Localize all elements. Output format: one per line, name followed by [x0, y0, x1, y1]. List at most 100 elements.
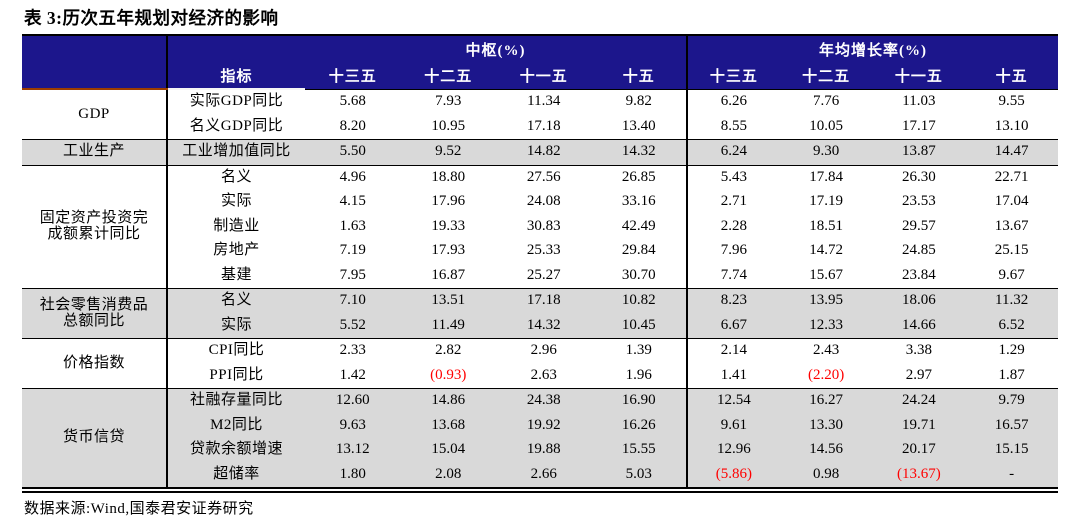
value-cell: 5.03 — [591, 462, 687, 487]
table-row: 社会零售消费品 总额同比 名义 7.10 13.51 17.18 10.82 8.23 13.… — [22, 288, 1058, 339]
value-cell: 14.82 — [496, 139, 592, 165]
value-cell: 1.63 — [339, 217, 366, 234]
value-cell: 5.50 — [305, 139, 401, 165]
group-label: GDP — [22, 88, 168, 140]
value-cell: 8.23 — [686, 288, 780, 314]
value-cell: 9.82 — [591, 88, 687, 115]
value-cell: 17.19 — [809, 193, 843, 210]
group-header-avg-growth: 年均增长率(%) — [686, 36, 1058, 62]
value-cell: 24.85 — [902, 242, 936, 259]
value-cell: 9.79 — [965, 388, 1058, 414]
value-cell: 2.28 — [686, 214, 780, 239]
value-cell: 13.40 — [621, 117, 656, 134]
value-cell: 2.96 — [496, 338, 592, 364]
value-cell: 25.33 — [526, 242, 561, 259]
table-row: PPI同比 1.42 (0.93) 2.63 1.96 1.41 (2.20) 2.97 1.8… — [22, 363, 1058, 389]
indicator-label: 社融存量同比 — [167, 388, 305, 414]
group-label: 固定资产投资完 成额累计同比 — [22, 164, 168, 289]
header-blank-cell — [167, 36, 305, 62]
table-bottom-rule — [22, 487, 1058, 493]
value-cell: 1.96 — [625, 366, 652, 383]
indicator-label: 制造业 — [213, 217, 260, 234]
value-cell: 22.71 — [965, 164, 1058, 190]
value-cell: 5.68 — [305, 88, 401, 115]
group-label: 工业生产 — [22, 139, 168, 165]
value-cell: 16.57 — [965, 413, 1058, 438]
value-cell: 2.33 — [305, 338, 401, 364]
value-cell: 24.08 — [526, 193, 561, 210]
value-cell: 9.52 — [400, 139, 496, 165]
value-cell: 1.42 — [339, 366, 366, 383]
value-cell: 26.85 — [591, 164, 687, 190]
table-row: 货币信贷 社融存量同比 12.60 14.86 24.38 16.90 12.54 16.27… — [22, 388, 1058, 487]
indicator-label: 工业增加值同比 — [167, 139, 305, 165]
value-cell: 26.30 — [872, 164, 966, 190]
value-cell: 13.30 — [779, 413, 873, 438]
value-cell: 2.43 — [779, 338, 873, 364]
indicator-label: 超储率 — [167, 462, 305, 487]
value-cell: 2.66 — [496, 462, 592, 487]
value-cell: (5.86) — [686, 462, 780, 487]
value-cell: 1.87 — [998, 366, 1025, 383]
indicator-label: 基建 — [220, 266, 252, 283]
value-cell: 17.93 — [431, 242, 466, 259]
value-cell: 24.24 — [872, 388, 966, 414]
value-cell: 18.80 — [400, 164, 496, 190]
value-cell: 23.84 — [902, 266, 936, 283]
value-cell: 7.93 — [400, 88, 496, 115]
value-cell: 30.70 — [621, 266, 656, 283]
table-body: GDP 实际GDP同比 5.68 7.93 11.34 9.82 6.26 7.76 11.03… — [22, 88, 1058, 487]
table-row: 名义GDP同比 8.20 10.95 17.18 13.40 8.55 10.05 17.17… — [22, 114, 1058, 140]
value-cell: 30.83 — [526, 217, 561, 234]
value-cell: 14.32 — [496, 313, 592, 339]
value-cell: 17.04 — [994, 193, 1029, 210]
indicator-label: 实际GDP同比 — [167, 88, 305, 115]
value-cell: 19.92 — [496, 413, 592, 438]
value-cell: - — [965, 462, 1058, 487]
value-cell: 5.52 — [305, 313, 401, 339]
value-cell: 33.16 — [621, 193, 656, 210]
value-cell: 2.71 — [686, 190, 780, 215]
value-cell: 9.61 — [686, 413, 780, 438]
table-header: 中枢(%) 年均增长率(%) 指标 十三五 十二五 十一五 十五 十三五 十二五… — [22, 36, 1058, 90]
table-row: 基建 7.95 16.87 25.27 30.70 7.74 15.67 23.84 9.67 — [22, 263, 1058, 289]
table-row: 超储率 1.80 2.08 2.66 5.03 (5.86) 0.98 (13.67) - — [22, 462, 1058, 487]
value-cell: 9.55 — [965, 88, 1058, 115]
value-cell: 2.63 — [530, 366, 557, 383]
value-cell: 29.57 — [902, 217, 936, 234]
value-cell: 14.32 — [591, 139, 687, 165]
value-cell: 6.52 — [965, 313, 1058, 339]
indicator-label: CPI同比 — [167, 338, 305, 364]
value-cell: 13.95 — [779, 288, 873, 314]
value-cell: 25.15 — [994, 242, 1029, 259]
period-header: 十二五 — [779, 62, 873, 89]
value-cell: 17.84 — [779, 164, 873, 190]
value-cell: 7.95 — [339, 266, 366, 283]
five-year-plan-table: 中枢(%) 年均增长率(%) 指标 十三五 十二五 十一五 十五 十三五 十二五… — [22, 36, 1058, 487]
value-cell: 11.32 — [965, 288, 1058, 314]
period-header: 十三五 — [305, 62, 401, 89]
group-label: 货币信贷 — [22, 388, 168, 487]
value-cell: 17.96 — [431, 193, 466, 210]
value-cell: 17.18 — [496, 288, 592, 314]
value-cell: 7.76 — [779, 88, 873, 115]
value-cell: 14.47 — [965, 139, 1058, 165]
value-cell: 13.51 — [400, 288, 496, 314]
indicator-label: 贷款余额增速 — [167, 438, 305, 463]
value-cell: (13.67) — [872, 462, 966, 487]
value-cell: (2.20) — [808, 366, 845, 383]
value-cell: 7.74 — [686, 263, 780, 289]
indicator-label: 房地产 — [213, 242, 260, 259]
indicator-label: 实际 — [167, 313, 305, 339]
value-cell: 13.12 — [305, 438, 401, 463]
group-label: 价格指数 — [22, 338, 168, 389]
value-cell: 9.67 — [998, 266, 1025, 283]
table-row: 房地产 7.19 17.93 25.33 29.84 7.96 14.72 24.85 25.1… — [22, 239, 1058, 264]
value-cell: 19.33 — [431, 217, 466, 234]
value-cell: 15.67 — [809, 266, 843, 283]
value-cell: 12.33 — [779, 313, 873, 339]
table-title: 表 3:历次五年规划对经济的影响 — [24, 8, 279, 28]
value-cell: 4.96 — [305, 164, 401, 190]
value-cell: 18.51 — [809, 217, 843, 234]
value-cell: 7.10 — [305, 288, 401, 314]
